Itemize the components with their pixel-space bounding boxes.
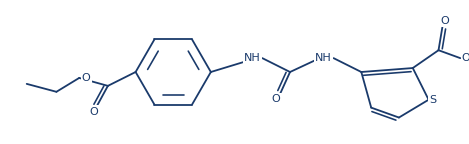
Text: O: O [82,73,91,83]
Text: S: S [429,95,436,105]
Text: O: O [440,16,449,25]
Text: NH: NH [244,53,261,63]
Text: O: O [272,94,280,104]
Text: O: O [90,107,98,117]
Text: NH: NH [315,53,332,63]
Text: O: O [462,53,469,63]
